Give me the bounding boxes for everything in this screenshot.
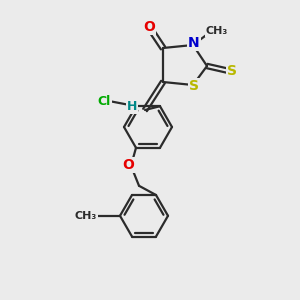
Text: S: S <box>189 79 199 93</box>
Text: H: H <box>127 100 137 112</box>
Text: Cl: Cl <box>98 95 111 108</box>
Text: O: O <box>122 158 134 172</box>
Text: S: S <box>227 64 237 78</box>
Text: CH₃: CH₃ <box>75 211 97 221</box>
Text: O: O <box>143 20 155 34</box>
Text: CH₃: CH₃ <box>206 26 228 36</box>
Text: N: N <box>188 36 200 50</box>
